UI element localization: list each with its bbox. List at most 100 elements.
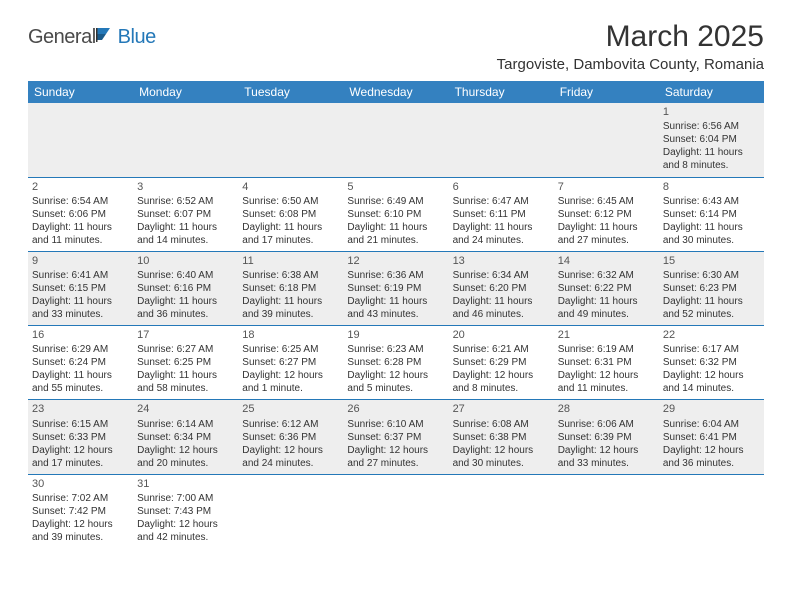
calendar-day-cell: 27Sunrise: 6:08 AMSunset: 6:38 PMDayligh… (449, 400, 554, 474)
calendar-day-cell: 4Sunrise: 6:50 AMSunset: 6:08 PMDaylight… (238, 177, 343, 251)
day-info-line: Daylight: 12 hours (32, 444, 129, 457)
day-info-line: and 39 minutes. (32, 531, 129, 544)
day-info-line: Sunset: 6:32 PM (663, 356, 760, 369)
weekday-header: Wednesday (343, 81, 448, 103)
day-info-line: and 11 minutes. (32, 234, 129, 247)
calendar-day-cell (238, 103, 343, 177)
day-info-line: Sunrise: 6:06 AM (558, 418, 655, 431)
day-number: 27 (453, 402, 550, 416)
day-number: 19 (347, 328, 444, 342)
day-info-line: and 58 minutes. (137, 382, 234, 395)
day-number: 8 (663, 180, 760, 194)
day-info-line: Daylight: 11 hours (347, 221, 444, 234)
day-info-line: and 39 minutes. (242, 308, 339, 321)
day-info-line: Sunset: 6:36 PM (242, 431, 339, 444)
day-info-line: Daylight: 11 hours (453, 295, 550, 308)
logo: General Blue (28, 26, 156, 49)
day-info-line: Sunrise: 6:47 AM (453, 195, 550, 208)
day-info-line: and 14 minutes. (663, 382, 760, 395)
day-info-line: Sunrise: 7:02 AM (32, 492, 129, 505)
day-info-line: Sunset: 6:41 PM (663, 431, 760, 444)
day-number: 3 (137, 180, 234, 194)
calendar-day-cell (449, 474, 554, 548)
day-info-line: Sunrise: 6:45 AM (558, 195, 655, 208)
day-info-line: and 46 minutes. (453, 308, 550, 321)
day-info-line: and 30 minutes. (663, 234, 760, 247)
day-info-line: Sunset: 6:08 PM (242, 208, 339, 221)
calendar-day-cell (554, 474, 659, 548)
calendar-day-cell (343, 474, 448, 548)
day-info-line: Sunset: 6:07 PM (137, 208, 234, 221)
day-info-line: and 27 minutes. (347, 457, 444, 470)
day-info-line: Daylight: 11 hours (242, 295, 339, 308)
day-number: 16 (32, 328, 129, 342)
day-number: 9 (32, 254, 129, 268)
day-info-line: Daylight: 12 hours (242, 369, 339, 382)
day-number: 25 (242, 402, 339, 416)
weekday-header: Sunday (28, 81, 133, 103)
calendar-day-cell: 15Sunrise: 6:30 AMSunset: 6:23 PMDayligh… (659, 251, 764, 325)
day-info-line: Sunrise: 6:41 AM (32, 269, 129, 282)
location: Targoviste, Dambovita County, Romania (497, 56, 764, 73)
day-info-line: Daylight: 11 hours (453, 221, 550, 234)
day-info-line: and 49 minutes. (558, 308, 655, 321)
day-info-line: and 55 minutes. (32, 382, 129, 395)
calendar-day-cell: 3Sunrise: 6:52 AMSunset: 6:07 PMDaylight… (133, 177, 238, 251)
day-info-line: and 24 minutes. (242, 457, 339, 470)
day-info-line: Sunrise: 6:27 AM (137, 343, 234, 356)
calendar-day-cell (238, 474, 343, 548)
calendar-day-cell: 7Sunrise: 6:45 AMSunset: 6:12 PMDaylight… (554, 177, 659, 251)
day-info-line: and 17 minutes. (32, 457, 129, 470)
calendar-day-cell (133, 103, 238, 177)
calendar-day-cell: 23Sunrise: 6:15 AMSunset: 6:33 PMDayligh… (28, 400, 133, 474)
day-info-line: Sunrise: 6:10 AM (347, 418, 444, 431)
weekday-header: Friday (554, 81, 659, 103)
calendar-day-cell: 26Sunrise: 6:10 AMSunset: 6:37 PMDayligh… (343, 400, 448, 474)
calendar-week-row: 16Sunrise: 6:29 AMSunset: 6:24 PMDayligh… (28, 326, 764, 400)
day-info-line: and 42 minutes. (137, 531, 234, 544)
calendar-day-cell: 10Sunrise: 6:40 AMSunset: 6:16 PMDayligh… (133, 251, 238, 325)
day-info-line: Sunset: 6:33 PM (32, 431, 129, 444)
header: General Blue March 2025 Targoviste, Damb… (28, 20, 764, 73)
weekday-header: Monday (133, 81, 238, 103)
day-info-line: Sunrise: 7:00 AM (137, 492, 234, 505)
calendar-day-cell: 9Sunrise: 6:41 AMSunset: 6:15 PMDaylight… (28, 251, 133, 325)
day-info-line: Daylight: 11 hours (347, 295, 444, 308)
title-block: March 2025 Targoviste, Dambovita County,… (497, 20, 764, 73)
day-number: 24 (137, 402, 234, 416)
day-info-line: and 43 minutes. (347, 308, 444, 321)
day-info-line: Sunrise: 6:25 AM (242, 343, 339, 356)
day-number: 31 (137, 477, 234, 491)
day-info-line: and 8 minutes. (663, 159, 760, 172)
calendar-day-cell: 24Sunrise: 6:14 AMSunset: 6:34 PMDayligh… (133, 400, 238, 474)
day-info-line: Daylight: 12 hours (137, 518, 234, 531)
day-info-line: Daylight: 11 hours (137, 221, 234, 234)
day-info-line: Sunrise: 6:08 AM (453, 418, 550, 431)
day-info-line: Sunset: 6:20 PM (453, 282, 550, 295)
day-number: 29 (663, 402, 760, 416)
day-number: 4 (242, 180, 339, 194)
day-number: 11 (242, 254, 339, 268)
day-info-line: Daylight: 11 hours (663, 221, 760, 234)
calendar-week-row: 30Sunrise: 7:02 AMSunset: 7:42 PMDayligh… (28, 474, 764, 548)
day-info-line: Daylight: 12 hours (32, 518, 129, 531)
calendar-day-cell (28, 103, 133, 177)
calendar-week-row: 2Sunrise: 6:54 AMSunset: 6:06 PMDaylight… (28, 177, 764, 251)
day-info-line: Sunset: 6:04 PM (663, 133, 760, 146)
day-number: 6 (453, 180, 550, 194)
day-info-line: Daylight: 11 hours (137, 295, 234, 308)
day-info-line: Sunset: 6:18 PM (242, 282, 339, 295)
day-number: 2 (32, 180, 129, 194)
day-info-line: Sunrise: 6:32 AM (558, 269, 655, 282)
calendar-day-cell (449, 103, 554, 177)
day-info-line: Sunset: 6:10 PM (347, 208, 444, 221)
day-info-line: Daylight: 11 hours (137, 369, 234, 382)
day-info-line: Sunset: 6:38 PM (453, 431, 550, 444)
day-info-line: Daylight: 12 hours (347, 444, 444, 457)
day-number: 7 (558, 180, 655, 194)
day-info-line: and 33 minutes. (558, 457, 655, 470)
calendar-day-cell: 2Sunrise: 6:54 AMSunset: 6:06 PMDaylight… (28, 177, 133, 251)
logo-text-blue: Blue (118, 26, 156, 49)
day-info-line: Sunset: 6:28 PM (347, 356, 444, 369)
day-number: 13 (453, 254, 550, 268)
